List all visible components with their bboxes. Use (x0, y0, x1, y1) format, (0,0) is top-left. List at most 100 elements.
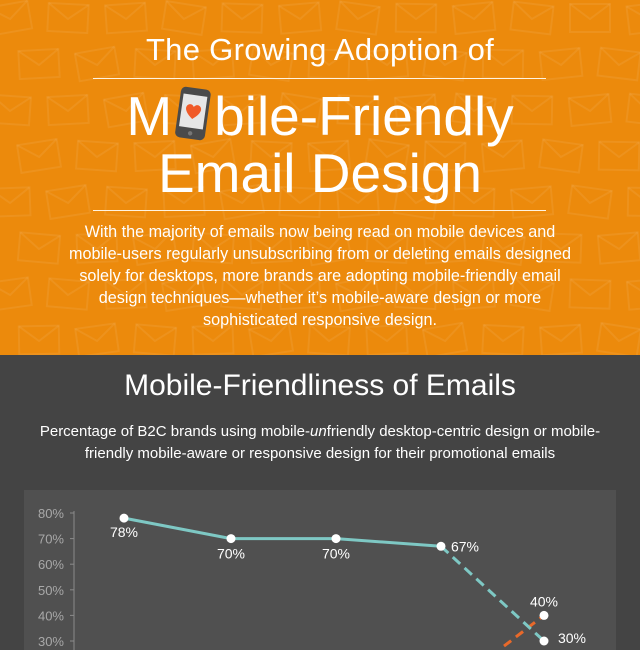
envelope-body (335, 0, 381, 36)
envelope-flap (452, 277, 494, 297)
envelope-flap (397, 184, 439, 205)
subtitle-italic: un (310, 423, 327, 440)
envelope-icon (307, 139, 351, 173)
envelope-flap (481, 139, 523, 159)
envelope-icon (567, 92, 613, 128)
envelope-icon (46, 93, 90, 127)
envelope-icon (46, 1, 90, 35)
envelope-body (104, 1, 148, 35)
envelope-flap (46, 94, 88, 113)
envelope-body (569, 3, 611, 33)
envelope-body (365, 231, 409, 265)
envelope-flap (132, 230, 174, 251)
envelope-flap (395, 2, 437, 21)
envelope-icon (423, 231, 467, 265)
envelope-body (479, 229, 527, 267)
y-tick-label: 40% (38, 608, 64, 623)
envelope-icon (104, 185, 148, 219)
envelope-icon (510, 94, 554, 126)
envelope-body (480, 139, 526, 173)
envelope-icon (625, 277, 640, 311)
envelope-icon (0, 276, 33, 312)
envelope-flap (281, 92, 323, 113)
envelope-icon (394, 277, 438, 311)
envelope-body (539, 323, 583, 355)
envelope-icon (307, 323, 351, 355)
envelope-flap (219, 184, 260, 205)
envelope-icon (191, 231, 235, 265)
envelope-body (307, 48, 351, 80)
envelope-body (597, 140, 640, 172)
envelope-flap (335, 276, 376, 297)
envelope-flap (135, 48, 177, 67)
envelope-flap (600, 322, 640, 343)
envelope-icon (75, 139, 119, 173)
envelope-icon (133, 47, 177, 81)
envelope-body (595, 321, 640, 355)
envelope-icon (189, 137, 237, 175)
series-1-point (226, 534, 236, 544)
envelope-icon (220, 277, 264, 311)
envelope-body (15, 137, 63, 175)
envelope-body (451, 92, 497, 128)
envelope-body (596, 231, 640, 265)
envelope-flap (17, 48, 59, 67)
envelope-icon (249, 139, 293, 173)
envelope-flap (539, 47, 581, 67)
series-1-segment (439, 545, 546, 643)
envelope-icon (625, 92, 640, 128)
envelope-body (160, 275, 208, 313)
series-1-point (119, 513, 129, 523)
envelope-flap (308, 48, 351, 67)
envelope-flap (337, 94, 380, 113)
envelope-flap (162, 186, 204, 205)
envelope-flap (280, 186, 322, 205)
envelope-icon (595, 321, 640, 355)
envelope-icon (479, 229, 527, 267)
envelope-body (249, 231, 293, 265)
envelope-icon (481, 48, 525, 80)
envelope-body (104, 278, 148, 310)
envelope-body (44, 183, 92, 221)
envelope-body (423, 231, 467, 265)
envelope-body (452, 277, 496, 311)
envelope-body (625, 0, 640, 36)
envelope-icon (539, 232, 583, 264)
envelope-icon (15, 137, 63, 175)
envelope-flap (248, 322, 290, 343)
envelope-flap (482, 48, 524, 67)
envelope-body (133, 47, 177, 81)
envelope-flap (309, 323, 351, 343)
envelope-icon (508, 275, 556, 313)
envelope-icon (191, 47, 235, 81)
envelope-flap (568, 93, 610, 113)
envelope-flap (452, 1, 494, 21)
envelope-flap (190, 138, 231, 159)
envelope-icon (625, 0, 640, 36)
envelope-icon (160, 0, 208, 37)
envelope-flap (222, 277, 264, 297)
envelope-flap (161, 276, 203, 297)
envelope-icon (596, 46, 640, 82)
envelope-body (539, 232, 583, 264)
envelope-flap (307, 139, 349, 159)
envelope-body (132, 323, 178, 355)
envelope-flap (483, 324, 525, 343)
envelope-flap (626, 277, 640, 297)
line-chart: 80% 70% 60% 50% 40% 30% 78% 70% 70% 67% 30% 40% (38, 506, 586, 650)
envelope-body (393, 93, 439, 127)
envelope-body (17, 324, 61, 355)
series-2-data-label: 40% (530, 593, 558, 609)
envelope-body (0, 276, 33, 312)
envelope-icon (276, 91, 324, 129)
envelope-icon (45, 277, 91, 311)
envelope-body (278, 185, 322, 219)
series-1-point (331, 534, 341, 544)
envelope-flap (422, 322, 463, 343)
series-1-data-label: 70% (322, 546, 350, 562)
envelope-flap (571, 184, 613, 205)
envelope-body (538, 138, 584, 174)
envelope-icon (452, 186, 496, 218)
envelope-body (0, 186, 32, 218)
envelope-body (45, 277, 91, 311)
